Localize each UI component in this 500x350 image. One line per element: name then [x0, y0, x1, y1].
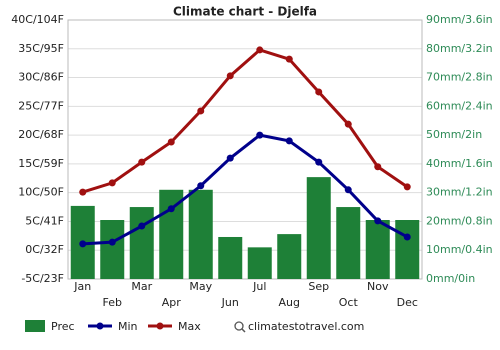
point [197, 107, 205, 115]
point [167, 138, 175, 146]
point [138, 158, 146, 166]
point [108, 238, 116, 246]
point [167, 205, 175, 213]
legend-label: Prec [51, 320, 75, 333]
y2-tick-label: 30mm/1.2in [426, 186, 493, 199]
y-tick-label: 5C/41F [25, 214, 64, 227]
bar [129, 207, 154, 279]
y-tick-label: -5C/23F [21, 272, 64, 285]
bar [159, 189, 184, 279]
y2-tick-label: 50mm/2in [426, 128, 482, 141]
bar [188, 189, 213, 279]
bar [395, 220, 420, 279]
point [197, 182, 205, 190]
point [256, 46, 264, 54]
point [344, 120, 352, 128]
y2-tick-label: 10mm/0.4in [426, 243, 493, 256]
point [315, 158, 323, 166]
point [256, 131, 264, 139]
line [82, 48, 409, 194]
y2-tick-label: 60mm/2.4in [426, 99, 493, 112]
y2-tick-label: 90mm/3.6in [426, 13, 493, 26]
bar [218, 236, 243, 279]
legend-swatch [25, 320, 45, 332]
legend-swatch [156, 322, 164, 330]
x-tick-label: Dec [397, 296, 418, 309]
bar [336, 207, 361, 279]
y-tick-label: 15C/59F [18, 157, 64, 170]
bar [100, 220, 125, 279]
x-tick-label: Apr [162, 296, 182, 309]
bar [277, 234, 302, 279]
chart-title: Climate chart - Djelfa [173, 5, 317, 19]
point [344, 186, 352, 194]
y-tick-label: 0C/32F [25, 243, 64, 256]
point [79, 240, 87, 248]
y-tick-label: 10C/50F [18, 186, 64, 199]
legend-label: Max [178, 320, 201, 333]
point [138, 222, 146, 230]
x-tick-label: May [189, 280, 212, 293]
y2-tick-label: 0mm/0in [426, 272, 475, 285]
x-tick-label: Mar [131, 280, 152, 293]
point [403, 183, 411, 191]
x-tick-label: Oct [339, 296, 359, 309]
x-tick-label: Jun [221, 296, 239, 309]
y-tick-label: 25C/77F [18, 99, 64, 112]
point [226, 154, 234, 162]
x-tick-label: Nov [367, 280, 389, 293]
y2-tick-label: 80mm/3.2in [426, 42, 493, 55]
x-tick-label: Jul [252, 280, 266, 293]
point [79, 188, 87, 196]
point [285, 55, 293, 63]
y-tick-label: 35C/95F [18, 42, 64, 55]
legend-swatch [96, 322, 104, 330]
point [108, 179, 116, 187]
point [374, 217, 382, 225]
bar [306, 177, 331, 279]
x-tick-label: Feb [103, 296, 122, 309]
point [226, 72, 234, 80]
bar [365, 220, 390, 279]
y-tick-label: 40C/104F [11, 13, 64, 26]
plot-border [67, 19, 423, 280]
search-icon [234, 321, 244, 331]
y-tick-label: 20C/68F [18, 128, 64, 141]
point [374, 163, 382, 171]
line [82, 133, 408, 246]
y2-tick-label: 20mm/0.8in [426, 214, 493, 227]
x-tick-label: Jan [73, 280, 91, 293]
y-tick-label: 30C/86F [18, 71, 64, 84]
point [315, 88, 323, 96]
search-icon-handle [241, 328, 246, 333]
legend-label: Min [118, 320, 138, 333]
point [285, 137, 293, 145]
y2-tick-label: 40mm/1.6in [426, 157, 493, 170]
point [403, 233, 411, 241]
y2-tick-label: 70mm/2.8in [426, 71, 493, 84]
bar [247, 247, 272, 279]
x-tick-label: Sep [308, 280, 329, 293]
source: climatestotravel.com [248, 320, 364, 333]
x-tick-label: Aug [279, 296, 300, 309]
